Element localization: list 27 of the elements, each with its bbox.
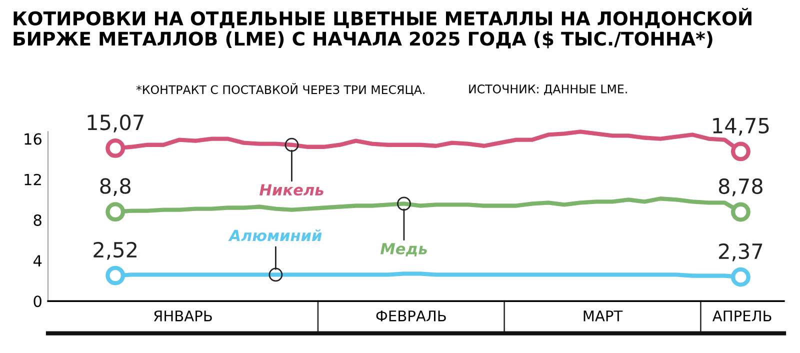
legend-label: Медь <box>380 243 427 256</box>
text: АПРЕЛЬ <box>712 310 772 322</box>
point <box>730 142 750 162</box>
chart-subtitle: *КОНТРАКТ С ПОСТАВКОЙ ЧЕРЕЗ ТРИ МЕСЯЦА. <box>136 83 424 96</box>
point <box>106 266 126 286</box>
data-label: 2,52 <box>94 242 136 260</box>
chart-title: КОТИРОВКИ НА ОТДЕЛЬНЫЕ ЦВЕТНЫЕ МЕТАЛЛЫ НА ЛОНДОНСКОЙ БИРЖЕ МЕТАЛЛОВ (LME) С НАЧАЛА 2025 ГОДА ($ ТЫС./ТОННА*) <box>14 8 752 48</box>
point <box>730 202 750 222</box>
text: МАРТ <box>584 310 623 322</box>
text: ФЕВРАЛЬ <box>376 310 446 322</box>
data-label: 14,75 <box>713 118 769 136</box>
data-label: 8,78 <box>718 178 762 196</box>
data-label: 15,07 <box>88 114 144 132</box>
y-tick-label: 0 <box>34 296 42 308</box>
point <box>106 202 126 222</box>
data-label: 2,37 <box>719 243 762 262</box>
text: ЯНВАРЬ <box>154 310 212 322</box>
y-tick-label: 12 <box>24 174 41 186</box>
y-tick-label: 4 <box>33 255 42 266</box>
text: ИСТОЧНИК: ДАННЫЕ LME. <box>469 84 627 96</box>
data-label: 8,8 <box>100 178 130 196</box>
y-tick-label: 8 <box>34 214 42 226</box>
point <box>106 138 126 158</box>
point <box>730 267 750 287</box>
text: Алюминий <box>228 229 322 242</box>
y-tick-label: 16 <box>24 133 42 145</box>
legend-label: Никель <box>260 184 324 196</box>
